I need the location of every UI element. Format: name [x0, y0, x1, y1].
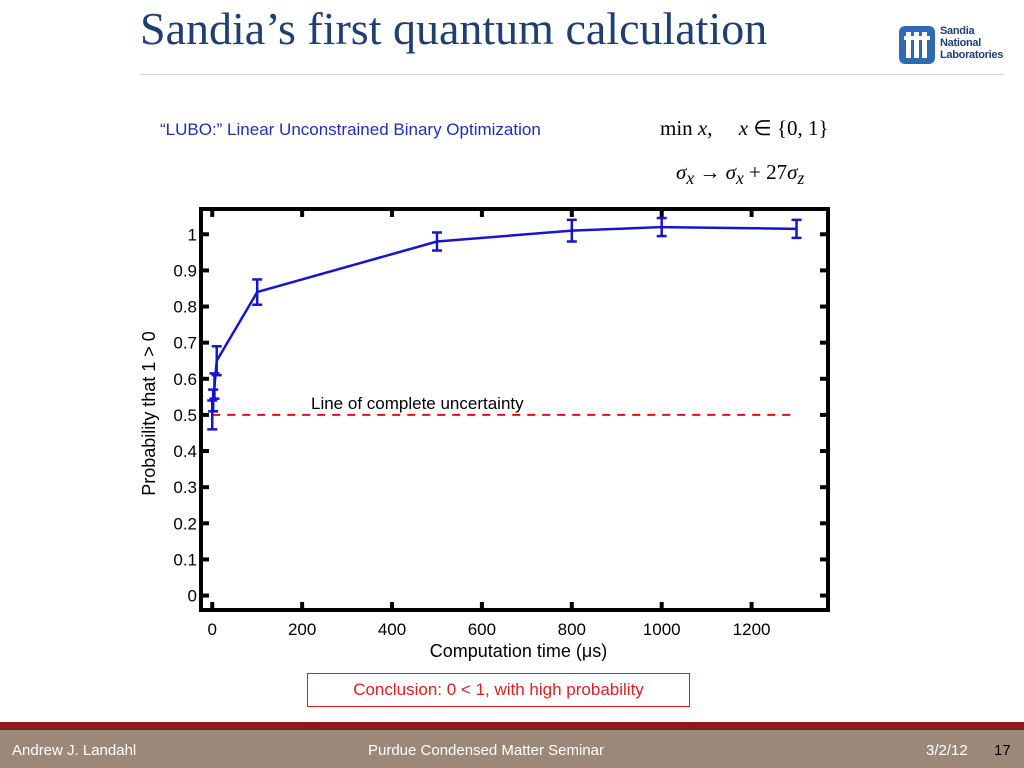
- y-axis-label: Probability that 1 > 0: [139, 331, 159, 496]
- logo-line-3: Laboratories: [940, 49, 1004, 61]
- footer-date: 3/2/12: [926, 742, 968, 759]
- y-tick-label: 0.2: [173, 514, 197, 533]
- logo-line-2: National: [940, 37, 981, 49]
- y-tick-label: 0.8: [173, 298, 197, 317]
- reference-line-label: Line of complete uncertainty: [311, 394, 524, 413]
- footer-bar: Andrew J. Landahl Purdue Condensed Matte…: [0, 730, 1024, 768]
- x-tick-label: 600: [468, 620, 496, 639]
- y-tick-label: 0.4: [173, 442, 197, 461]
- x-tick-label: 0: [208, 620, 217, 639]
- x-tick-label: 1200: [733, 620, 771, 639]
- y-tick-label: 0: [188, 587, 197, 606]
- y-tick-label: 0.9: [173, 261, 197, 280]
- footer-author: Andrew J. Landahl: [12, 742, 137, 759]
- x-axis-label: Computation time (μs): [430, 641, 607, 661]
- x-tick-label: 400: [378, 620, 406, 639]
- footer-event: Purdue Condensed Matter Seminar: [368, 742, 604, 759]
- footer-rule: [0, 722, 1024, 730]
- plot-frame: [199, 207, 830, 612]
- x-tick-label: 800: [558, 620, 586, 639]
- equation-min: min x, x ∈ {0, 1}: [660, 116, 829, 140]
- lubo-subtitle: “LUBO:” Linear Unconstrained Binary Opti…: [160, 120, 541, 139]
- slide-title: Sandia’s first quantum calculation: [140, 3, 768, 54]
- probability-chart: 0 200 400 600 800 1000 1200 0 0.1 0.2 0.3 0.4 0.5 0.6…: [139, 207, 830, 661]
- conclusion-box: Conclusion: 0 < 1, with high probability: [307, 673, 690, 707]
- logo-line-1: Sandia: [940, 25, 975, 37]
- x-tick-label: 200: [288, 620, 316, 639]
- title-divider: [140, 74, 1004, 75]
- probability-series-line: [210, 225, 797, 415]
- y-tick-label: 0.3: [173, 478, 197, 497]
- equation-hamiltonian: σx → σx + 27σz: [676, 160, 805, 189]
- y-tick-label: 0.1: [173, 550, 197, 569]
- y-tick-label: 0.7: [173, 334, 197, 353]
- y-tick-label: 0.6: [173, 370, 197, 389]
- footer-page-number: 17: [994, 742, 1011, 759]
- y-tick-label: 0.5: [173, 406, 197, 425]
- sandia-logo: Sandia National Laboratories: [898, 24, 1004, 68]
- sandia-thunderbird-icon: [899, 26, 935, 64]
- y-tick-label: 1: [188, 225, 197, 244]
- x-tick-label: 1000: [643, 620, 681, 639]
